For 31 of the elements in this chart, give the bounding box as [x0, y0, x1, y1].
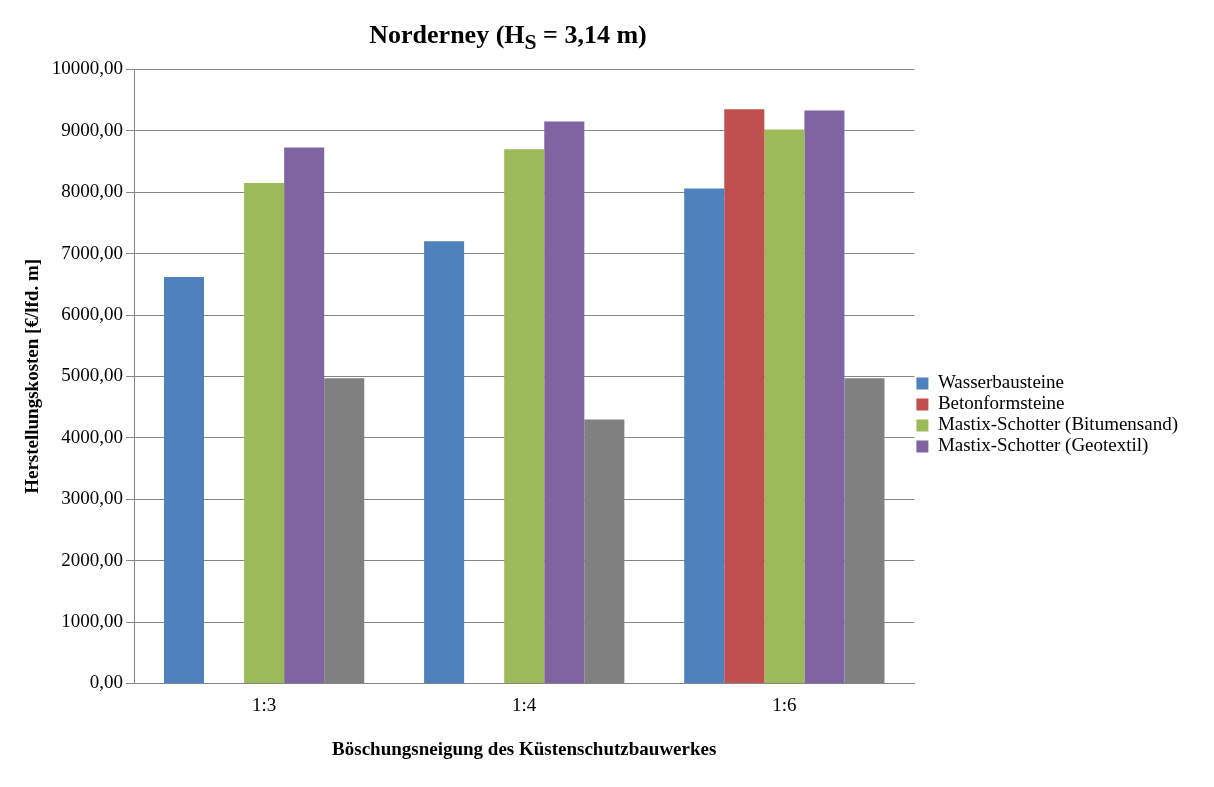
bar — [804, 110, 845, 684]
y-tick-label: 2000,00 — [61, 548, 124, 570]
y-tick-label: 4000,00 — [61, 425, 124, 447]
bar — [424, 241, 465, 684]
legend-label: Betonformsteine — [937, 392, 1065, 414]
y-tick-label: 8000,00 — [61, 180, 124, 202]
y-tick-label: 9000,00 — [61, 118, 124, 140]
legend-label: Mastix-Schotter (Geotextil) — [937, 434, 1149, 457]
y-tick-label: 7000,00 — [61, 241, 124, 263]
legend-label: Mastix-Schotter (Bitumensand) — [937, 413, 1179, 436]
bar — [504, 149, 545, 684]
y-tick-label: 1000,00 — [61, 610, 124, 632]
y-tick-label: 10000,00 — [51, 57, 124, 79]
legend-label: Wasserbausteine — [937, 371, 1065, 393]
x-axis-title: Böschungsneigung des Küstenschutzbauwerkes — [332, 737, 717, 759]
bar — [684, 188, 725, 684]
bar — [724, 109, 765, 684]
y-tick-label: 0,00 — [89, 671, 124, 693]
y-tick-label: 3000,00 — [61, 487, 124, 509]
x-tick-label: 1:4 — [512, 693, 537, 715]
bar — [244, 183, 285, 684]
bar — [163, 277, 205, 684]
bar — [284, 147, 325, 684]
y-tick-label: 5000,00 — [61, 364, 124, 386]
chart-title: Norderney (H$_{S}$ = 3,14 m) — [368, 20, 648, 56]
y-tick-label: 6000,00 — [61, 303, 124, 325]
y-axis-title: Herstellungskosten [€/lfd. m] — [21, 259, 43, 495]
x-tick-label: 1:3 — [251, 693, 277, 715]
bar — [764, 129, 805, 684]
x-tick-label: 1:6 — [772, 693, 797, 715]
bar — [544, 121, 585, 684]
